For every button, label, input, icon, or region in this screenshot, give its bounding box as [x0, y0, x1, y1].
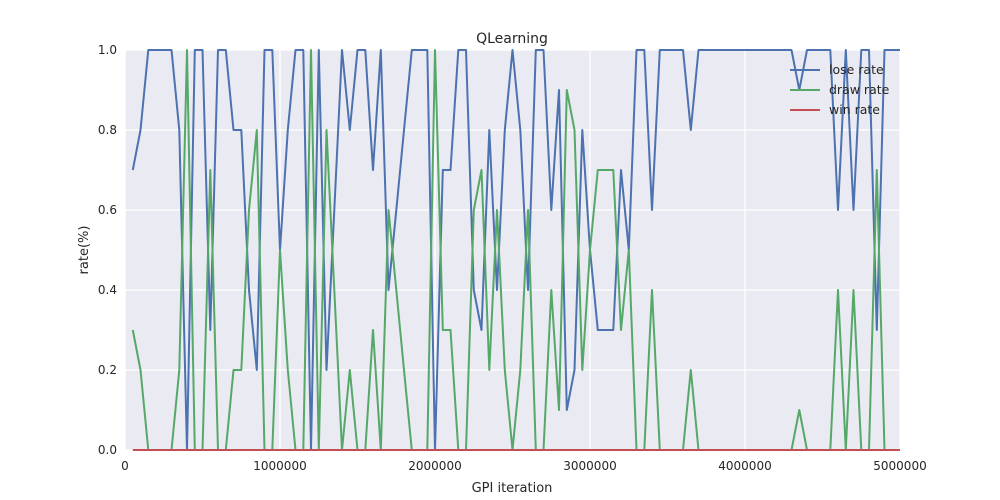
- plot-area: [125, 50, 900, 450]
- x-tick-label: 0: [121, 459, 129, 473]
- legend-label-win-rate: win rate: [829, 102, 880, 117]
- y-axis-label: rate(%): [77, 226, 92, 275]
- y-tick-label: 0.8: [98, 123, 117, 137]
- y-tick-label: 1.0: [98, 43, 117, 57]
- x-tick-label: 4000000: [718, 459, 771, 473]
- y-tick-label: 0.0: [98, 443, 117, 457]
- x-tick-label: 2000000: [408, 459, 461, 473]
- x-tick-labels: 0 1000000 2000000 3000000 4000000 5000000: [121, 459, 927, 473]
- series-line-lose-rate: [131, 49, 900, 451]
- chart-title: QLearning: [476, 31, 548, 47]
- y-tick-label: 0.4: [98, 283, 117, 297]
- x-tick-label: 1000000: [253, 459, 306, 473]
- y-tick-label: 0.6: [98, 203, 117, 217]
- legend-label-lose-rate: lose rate: [829, 62, 884, 77]
- series-lines: [131, 49, 900, 451]
- y-tick-label: 0.2: [98, 363, 117, 377]
- legend-label-draw-rate: draw rate: [829, 82, 890, 97]
- x-axis-label: GPI iteration: [472, 481, 553, 496]
- x-tick-label: 5000000: [873, 459, 926, 473]
- y-tick-labels: 0.0 0.2 0.4 0.6 0.8 1.0: [98, 43, 117, 457]
- legend: lose rate draw rate win rate: [790, 62, 890, 117]
- x-tick-label: 3000000: [563, 459, 616, 473]
